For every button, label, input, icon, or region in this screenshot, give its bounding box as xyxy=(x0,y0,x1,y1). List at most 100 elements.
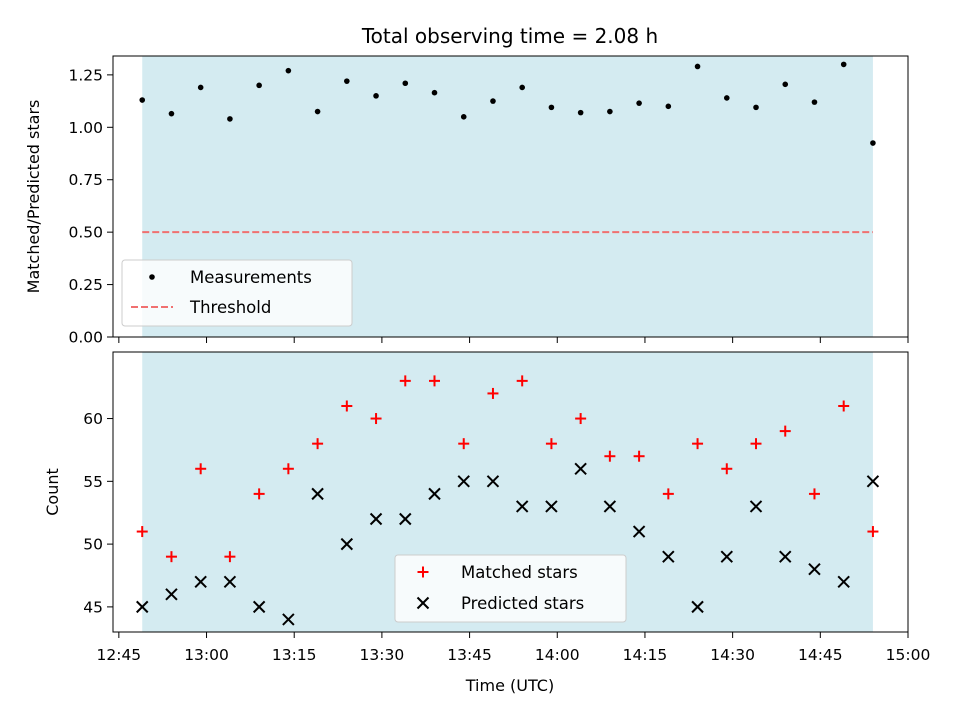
x-stroke-b xyxy=(691,600,704,614)
ratio-x-ticks xyxy=(118,337,909,343)
count-y-tick-label: 55 xyxy=(83,473,103,491)
predicted-star-point xyxy=(603,500,617,513)
predicted-star-point xyxy=(574,462,587,475)
x-stroke-b xyxy=(457,475,470,488)
predicted-star-point xyxy=(252,600,266,614)
legend-matched-marker xyxy=(417,566,429,578)
matched-star-point xyxy=(195,463,207,475)
count-y-axis-label: Count xyxy=(43,468,62,516)
legend-measurements-label: Measurements xyxy=(190,268,312,287)
matched-star-point xyxy=(429,375,441,387)
x-stroke-b xyxy=(486,475,500,488)
predicted-star-point xyxy=(808,563,821,576)
legend-x xyxy=(416,596,430,610)
x-stroke-b xyxy=(779,550,792,563)
x-stroke-b xyxy=(749,500,763,513)
matched-star-point xyxy=(721,463,733,475)
time-x-tick-label: 14:45 xyxy=(798,646,843,664)
x-stroke-b xyxy=(399,512,412,526)
ratio-panel-frame xyxy=(112,55,909,338)
predicted-star-point xyxy=(340,537,354,551)
measurement-point xyxy=(344,78,350,84)
matched-star-point xyxy=(662,488,674,500)
matched-star-point xyxy=(516,375,528,387)
time-x-tick-label: 13:45 xyxy=(447,646,492,664)
measurement-point xyxy=(314,108,321,115)
x-stroke-b xyxy=(574,462,587,475)
ratio-y-tick-label: 1.25 xyxy=(68,66,103,84)
predicted-star-point xyxy=(369,512,383,526)
measurement-point xyxy=(139,97,146,103)
x-stroke-b xyxy=(603,500,617,513)
matched-star-point xyxy=(575,413,587,425)
count-y-tick-label: 45 xyxy=(83,598,103,616)
predicted-star-point xyxy=(545,500,558,513)
predicted-star-point xyxy=(399,512,412,526)
time-x-tick-label: 15:00 xyxy=(886,646,931,664)
predicted-star-point xyxy=(720,550,733,563)
measurement-point xyxy=(519,84,525,91)
predicted-star-points xyxy=(136,462,880,626)
ratio-y-tick-label: 0.25 xyxy=(68,276,103,294)
ratio-y-tick-label: 0.00 xyxy=(68,329,103,347)
matched-star-point xyxy=(867,526,879,538)
matched-star-point xyxy=(604,450,616,462)
measurement-point xyxy=(753,104,759,111)
x-stroke-b xyxy=(720,550,733,563)
x-stroke-b xyxy=(545,500,558,513)
measurement-point xyxy=(431,89,438,96)
predicted-star-point xyxy=(749,500,763,513)
measurement-point xyxy=(490,98,496,104)
matched-star-point xyxy=(692,438,704,450)
count-y-tick-label: 60 xyxy=(83,410,103,428)
predicted-star-point xyxy=(223,575,237,588)
predicted-star-point xyxy=(866,475,880,488)
count-y-tick-label: 50 xyxy=(83,536,103,554)
matched-star-point xyxy=(165,551,177,563)
legend-predicted-marker xyxy=(416,596,430,610)
time-x-tick-label: 14:15 xyxy=(623,646,668,664)
predicted-star-point xyxy=(311,487,324,501)
x-stroke-b xyxy=(165,588,178,601)
count-panel-frame xyxy=(112,351,909,633)
time-x-tick-label: 13:15 xyxy=(272,646,317,664)
x-stroke-b xyxy=(282,613,295,626)
ratio-y-ticks: 0.00 0.25 0.50 0.75 1.00 1.25 xyxy=(68,66,113,347)
matched-star-point xyxy=(341,400,353,412)
measurement-point xyxy=(636,100,642,106)
time-x-tick-label: 13:00 xyxy=(184,646,229,664)
x-stroke-b xyxy=(340,537,354,551)
measurement-points xyxy=(139,61,876,146)
measurement-point xyxy=(197,84,204,91)
x-stroke-b xyxy=(194,575,207,588)
predicted-star-point xyxy=(691,600,704,614)
measurement-point xyxy=(285,67,292,74)
matched-star-point xyxy=(808,488,820,500)
predicted-star-point xyxy=(515,500,529,513)
legend-measurements-marker xyxy=(149,274,155,280)
measurement-point xyxy=(811,99,818,105)
time-x-ticks: 12:45 13:00 13:15 13:30 13:45 14:00 14:15 14:30… xyxy=(97,632,931,664)
ratio-legend: Measurements Threshold xyxy=(121,259,353,327)
x-stroke-b xyxy=(369,512,383,526)
time-x-axis-label: Time (UTC) xyxy=(465,676,554,695)
time-x-tick-label: 13:30 xyxy=(360,646,405,664)
ratio-y-tick-label: 0.50 xyxy=(68,224,103,242)
x-stroke-b xyxy=(515,500,529,513)
x-stroke-b xyxy=(311,487,324,501)
predicted-star-point xyxy=(486,475,500,488)
ratio-y-axis-label: Matched/Predicted stars xyxy=(24,100,43,294)
measurement-point xyxy=(227,116,233,122)
ratio-legend-box xyxy=(121,259,353,327)
matched-star-point xyxy=(633,450,645,462)
matched-star-point xyxy=(545,438,557,450)
legend-plus xyxy=(417,566,429,578)
measurement-point xyxy=(782,81,789,88)
x-stroke-b xyxy=(252,600,266,614)
predicted-star-point xyxy=(428,487,441,501)
matched-star-point xyxy=(224,551,236,563)
x-stroke-b xyxy=(866,475,880,488)
measurement-point xyxy=(548,104,555,111)
